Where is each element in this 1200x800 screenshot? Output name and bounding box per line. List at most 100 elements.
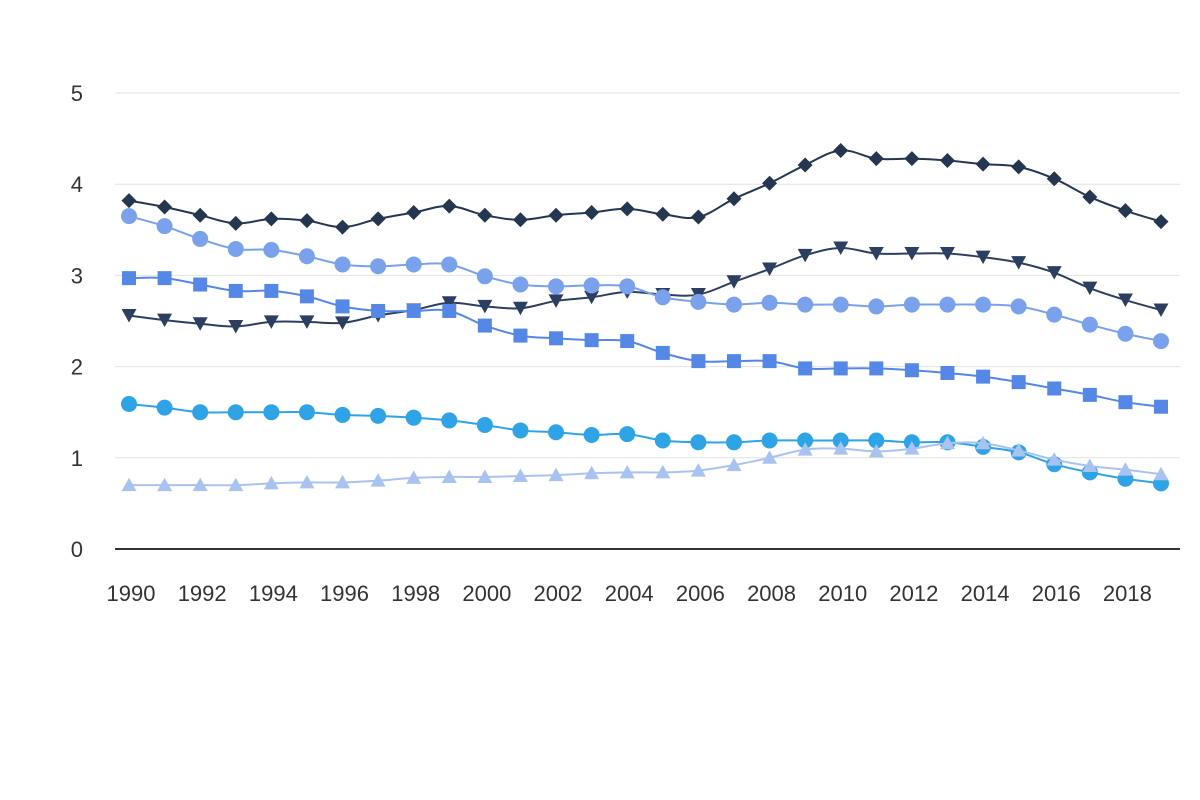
- x-tick-label-2004: 2004: [605, 581, 654, 606]
- series-2-point-2003: [584, 290, 600, 305]
- series-5-point-2006: [690, 434, 707, 451]
- series-1-point-1998: [406, 204, 422, 220]
- series-4-point-1999: [442, 303, 457, 318]
- series-6-point-2014: [975, 435, 991, 450]
- series-5-point-1992: [192, 404, 209, 421]
- series-2-point-2009: [797, 248, 813, 263]
- series-1-point-1990: [121, 193, 137, 209]
- series-1-point-2005: [655, 206, 671, 222]
- series-group: [121, 142, 1169, 492]
- series-3-point-2010: [832, 296, 849, 313]
- x-tick-label-1998: 1998: [391, 581, 440, 606]
- series-3-point-2015: [1010, 298, 1027, 315]
- series-3-point-2003: [583, 277, 600, 294]
- series-2-point-1995: [299, 315, 315, 329]
- series-4-point-2018: [1118, 395, 1133, 410]
- y-tick-label-4: 4: [71, 172, 83, 197]
- series-6-point-2008: [762, 450, 778, 464]
- series-3-point-2019: [1153, 333, 1169, 350]
- series-6-point-2005: [655, 464, 671, 479]
- series-2-point-2000: [477, 299, 493, 314]
- series-5: [121, 395, 1169, 492]
- x-tick-label-2000: 2000: [462, 581, 511, 606]
- series-4-point-2008: [762, 354, 777, 369]
- series-2-point-2014: [975, 250, 991, 265]
- series-3-point-1996: [334, 256, 351, 273]
- series-2-point-1993: [228, 319, 244, 334]
- series-1-point-2019: [1153, 214, 1169, 230]
- series-3-point-1990: [121, 208, 137, 225]
- series-4-line: [128, 276, 1162, 408]
- series-5-point-1996: [334, 406, 351, 423]
- series-3-point-2017: [1081, 316, 1098, 333]
- series-3-point-1999: [441, 256, 458, 273]
- series-3-point-1992: [192, 230, 209, 247]
- series-4-point-2002: [549, 331, 564, 346]
- series-5-point-2001: [512, 422, 529, 439]
- series-2-point-2012: [904, 247, 920, 261]
- series-4-point-1998: [406, 303, 421, 318]
- series-1-point-1992: [192, 207, 208, 223]
- series-3-point-2002: [548, 278, 565, 295]
- series-3-point-1994: [263, 241, 280, 258]
- series-3-point-1993: [227, 240, 244, 257]
- series-4-point-2011: [869, 361, 884, 376]
- series-3-point-2005: [654, 289, 671, 306]
- series-2-point-2010: [833, 241, 849, 256]
- series-6-point-2013: [939, 435, 955, 450]
- series-4-point-2014: [976, 369, 991, 384]
- x-tick-label-2012: 2012: [889, 581, 938, 606]
- y-tick-label-1: 1: [71, 446, 83, 471]
- series-1-point-2018: [1117, 203, 1133, 219]
- series-6-point-2003: [584, 465, 600, 480]
- series-5-point-2010: [832, 432, 849, 449]
- series-6-point-2019: [1153, 466, 1169, 481]
- series-6: [121, 435, 1169, 492]
- series-2-point-2001: [512, 301, 528, 316]
- series-4-point-2015: [1011, 375, 1026, 390]
- series-4-point-2013: [940, 365, 955, 380]
- series-1-point-1993: [228, 215, 244, 231]
- series-1-point-2013: [939, 152, 955, 168]
- series-6-point-2017: [1082, 458, 1098, 473]
- series-6-point-2011: [868, 443, 884, 458]
- series-1-point-2014: [975, 156, 991, 172]
- series-5-point-1990: [121, 395, 137, 412]
- series-3-point-2004: [619, 278, 636, 295]
- x-tick-label-2016: 2016: [1032, 581, 1081, 606]
- y-tick-labels: 0 1 2 3 4 5: [71, 81, 83, 562]
- series-2-point-2008: [762, 262, 778, 277]
- series-5-point-2002: [548, 424, 565, 441]
- series-3-point-2001: [512, 276, 529, 293]
- x-tick-label-2018: 2018: [1103, 581, 1152, 606]
- series-1-point-2010: [833, 142, 849, 158]
- series-2-point-2007: [726, 275, 742, 289]
- series-6-point-1990: [121, 477, 137, 492]
- series-6-line: [129, 441, 1162, 487]
- series-1-point-2012: [904, 151, 920, 167]
- x-tick-label-2006: 2006: [676, 581, 725, 606]
- series-5-line: [128, 402, 1162, 485]
- series-5-point-2008: [761, 432, 778, 449]
- series-1-point-1997: [370, 211, 386, 227]
- y-tick-label-3: 3: [71, 263, 83, 288]
- series-1-point-2017: [1082, 189, 1098, 205]
- series-6-point-2016: [1046, 452, 1062, 466]
- series-1-point-2008: [762, 175, 778, 191]
- series-4-point-2006: [691, 354, 706, 369]
- series-1-point-2000: [477, 207, 493, 223]
- series-6-point-2018: [1117, 462, 1133, 476]
- series-2-point-1992: [192, 317, 208, 331]
- series-3-point-2006: [690, 293, 707, 310]
- series-4-point-2017: [1082, 387, 1097, 402]
- series-2-point-2019: [1153, 303, 1169, 318]
- series-1-point-1991: [157, 199, 173, 215]
- series-2-point-2017: [1082, 281, 1098, 296]
- series-2-point-1996: [335, 316, 351, 330]
- series-5-point-2003: [583, 427, 600, 443]
- series-2-point-2013: [939, 247, 955, 261]
- series-1-point-2011: [868, 151, 884, 167]
- series-5-point-2009: [797, 432, 814, 449]
- series-2-point-2002: [548, 294, 564, 308]
